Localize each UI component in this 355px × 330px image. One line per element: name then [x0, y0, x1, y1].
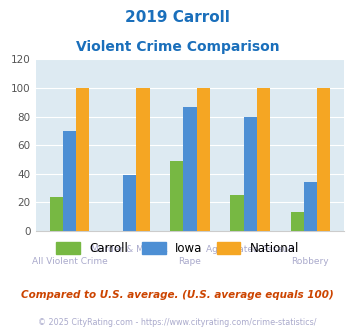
- Text: Compared to U.S. average. (U.S. average equals 100): Compared to U.S. average. (U.S. average …: [21, 290, 334, 300]
- Bar: [244, 116, 257, 231]
- Text: Rape: Rape: [179, 257, 201, 266]
- Bar: [63, 131, 76, 231]
- Text: © 2025 CityRating.com - https://www.cityrating.com/crime-statistics/: © 2025 CityRating.com - https://www.city…: [38, 318, 317, 327]
- Bar: [304, 182, 317, 231]
- Bar: [50, 197, 63, 231]
- Text: Violent Crime Comparison: Violent Crime Comparison: [76, 40, 279, 53]
- Text: All Violent Crime: All Violent Crime: [32, 257, 107, 266]
- Bar: [123, 175, 136, 231]
- Bar: [257, 88, 270, 231]
- Bar: [183, 107, 197, 231]
- Text: Murder & Mans...: Murder & Mans...: [91, 245, 168, 254]
- Legend: Carroll, Iowa, National: Carroll, Iowa, National: [51, 237, 304, 260]
- Bar: [76, 88, 89, 231]
- Text: 2019 Carroll: 2019 Carroll: [125, 10, 230, 25]
- Bar: [136, 88, 149, 231]
- Text: Aggravated Assault: Aggravated Assault: [206, 245, 294, 254]
- Bar: [317, 88, 330, 231]
- Bar: [197, 88, 210, 231]
- Bar: [290, 213, 304, 231]
- Text: Robbery: Robbery: [291, 257, 329, 266]
- Bar: [170, 161, 183, 231]
- Bar: [230, 195, 244, 231]
